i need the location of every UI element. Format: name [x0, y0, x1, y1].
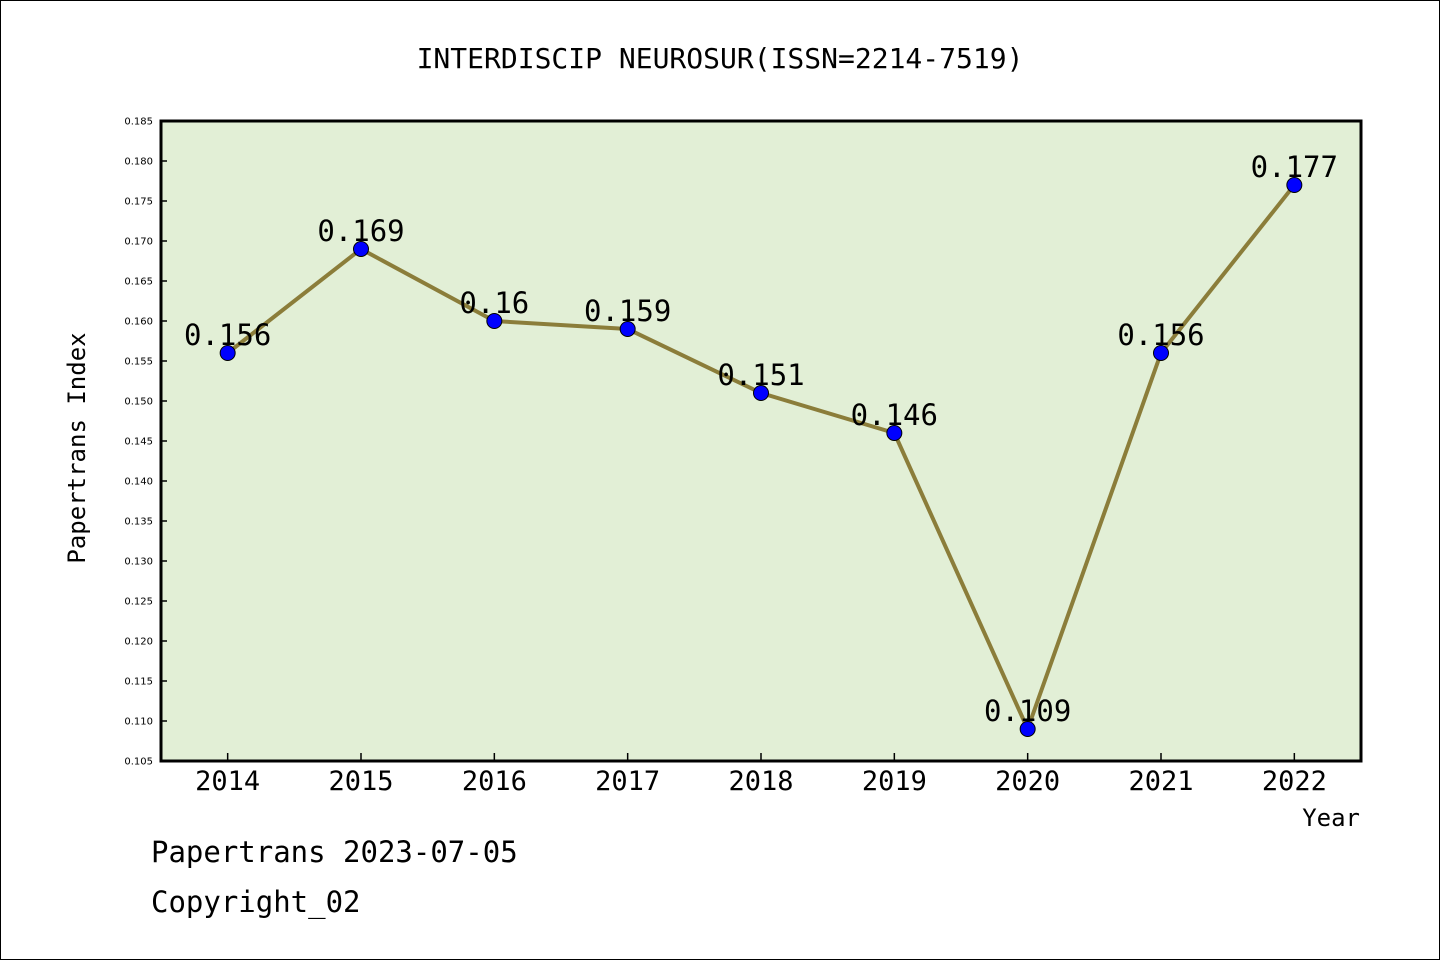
y-tick-label: 0.130 — [124, 557, 153, 568]
data-label: 0.169 — [317, 214, 404, 248]
x-axis-label: Year — [1302, 804, 1360, 832]
data-point — [619, 321, 636, 337]
data-label: 0.146 — [851, 398, 938, 432]
y-tick-label: 0.135 — [124, 517, 153, 528]
x-tick-label: 2017 — [595, 766, 660, 797]
x-tick-label: 2018 — [728, 766, 793, 797]
x-tick-label: 2014 — [195, 766, 260, 797]
y-tick-label: 0.105 — [124, 757, 153, 768]
plot-area — [161, 121, 1361, 761]
series-markers — [219, 177, 1303, 737]
data-label: 0.177 — [1251, 150, 1338, 184]
data-label: 0.16 — [459, 286, 529, 320]
y-axis-label: Papertrans Index — [63, 332, 91, 563]
y-tick-label: 0.185 — [124, 117, 153, 128]
y-tick-label: 0.175 — [124, 197, 153, 208]
y-tick-label: 0.160 — [124, 317, 153, 328]
y-tick-label: 0.165 — [124, 277, 153, 288]
data-point — [219, 345, 236, 361]
x-tick-label: 2022 — [1262, 766, 1327, 797]
y-tick-label: 0.155 — [124, 357, 153, 368]
data-labels: 0.156 0.169 0.16 0.159 0.151 0.146 0.109 0.156 0… — [184, 150, 1338, 728]
source-date-text: Papertrans 2023-07-05 — [151, 835, 518, 869]
x-tick-label: 2020 — [995, 766, 1060, 797]
data-label: 0.156 — [1117, 318, 1204, 352]
data-point — [353, 241, 369, 257]
data-point — [1286, 177, 1303, 193]
y-tick-label: 0.120 — [124, 637, 153, 648]
y-tick-label: 0.150 — [124, 397, 153, 408]
data-label: 0.156 — [184, 318, 271, 352]
data-label: 0.159 — [584, 294, 671, 328]
y-tick-label: 0.145 — [124, 437, 153, 448]
y-tick-label: 0.140 — [124, 477, 153, 488]
y-tick-label: 0.115 — [124, 677, 153, 688]
data-label: 0.109 — [984, 694, 1071, 728]
y-tick-label: 0.125 — [124, 597, 153, 608]
data-point — [1153, 345, 1169, 361]
y-tick-label: 0.180 — [124, 157, 153, 168]
data-point — [753, 385, 769, 401]
x-tick-label: 2015 — [328, 766, 393, 797]
y-tick-label: 0.170 — [124, 237, 153, 248]
x-axis-ticks: 2014 2015 2016 2017 2018 2019 2020 2021 2022 — [195, 753, 1327, 797]
plot-frame — [159, 119, 1363, 763]
data-point — [486, 313, 503, 329]
chart-title: INTERDISCIP NEUROSUR(ISSN=2214-7519) — [417, 42, 1024, 75]
data-label: 0.151 — [717, 358, 804, 392]
data-point — [886, 425, 903, 441]
data-point — [1019, 721, 1036, 737]
y-tick-label: 0.110 — [124, 717, 153, 728]
x-tick-label: 2016 — [462, 766, 527, 797]
x-tick-label: 2021 — [1128, 766, 1193, 797]
copyright-text: Copyright_02 — [151, 885, 361, 919]
x-tick-label: 2019 — [862, 766, 927, 797]
